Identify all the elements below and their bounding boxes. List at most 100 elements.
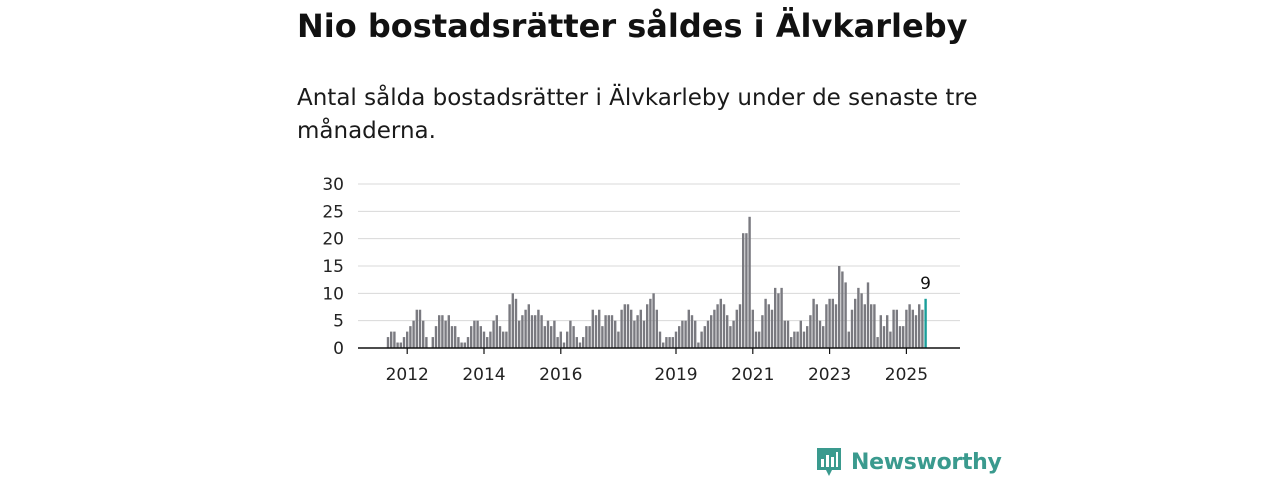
bar: [409, 326, 412, 348]
bar: [726, 315, 729, 348]
bar: [774, 287, 777, 348]
bar: [799, 320, 802, 348]
bar: [585, 326, 588, 348]
bar: [457, 337, 460, 348]
bar: [748, 216, 751, 348]
bar: [777, 293, 780, 348]
bar: [511, 293, 514, 348]
bar: [898, 326, 902, 348]
bar: [802, 331, 806, 348]
bar: [668, 337, 671, 348]
bar: [434, 326, 438, 348]
bar: [537, 309, 540, 348]
bar: [700, 331, 703, 348]
bar: [607, 315, 610, 348]
bars: [386, 216, 927, 348]
bar: [831, 298, 834, 348]
bar: [902, 326, 905, 348]
bar: [393, 331, 396, 348]
x-tick-label: 2025: [885, 365, 928, 385]
y-tick-label: 15: [322, 257, 344, 277]
bar: [873, 304, 876, 348]
bar: [559, 331, 562, 348]
bar: [681, 320, 684, 348]
bar: [479, 326, 482, 348]
bar: [703, 326, 706, 348]
bar: [502, 331, 505, 348]
bar: [684, 320, 687, 348]
y-tick-label: 10: [322, 284, 344, 304]
bar: [678, 326, 681, 348]
bar: [466, 337, 470, 348]
bar: [518, 320, 521, 348]
bar: [687, 309, 690, 348]
bar: [626, 304, 630, 348]
bar: [594, 315, 598, 348]
bar: [470, 326, 473, 348]
bar: [425, 337, 428, 348]
bar: [914, 315, 918, 348]
y-tick-label: 20: [322, 230, 344, 250]
bar: [665, 337, 668, 348]
bar: [783, 320, 786, 348]
bar-latest: [924, 298, 927, 348]
bar: [921, 309, 924, 348]
y-tick-label: 0: [333, 339, 344, 359]
bar: [486, 337, 489, 348]
bar: [876, 337, 879, 348]
x-tick-label: 2012: [386, 365, 429, 385]
bar: [454, 326, 457, 348]
bar: [550, 326, 553, 348]
bar: [546, 320, 550, 348]
bar: [828, 298, 831, 348]
bar: [540, 315, 543, 348]
bar: [767, 304, 770, 348]
bar: [847, 331, 850, 348]
bar: [706, 320, 710, 348]
bar: [854, 298, 857, 348]
bar: [415, 309, 418, 348]
bar: [815, 304, 818, 348]
bar: [886, 315, 889, 348]
bar: [610, 315, 614, 348]
x-tick-label: 2016: [539, 365, 582, 385]
bar: [844, 282, 847, 348]
bar: [447, 315, 450, 348]
bar: [646, 304, 649, 348]
bar: [857, 287, 860, 348]
bar: [806, 326, 809, 348]
bar: [671, 337, 674, 348]
bar: [809, 315, 812, 348]
bar: [882, 326, 886, 348]
bar: [742, 233, 745, 348]
bar: [386, 337, 390, 348]
bar: [521, 315, 524, 348]
x-axis-ticks: 2012 2014 2016 2019 2021 2023 2025: [386, 348, 928, 385]
bar: [732, 320, 735, 348]
bar: [569, 320, 572, 348]
brand-name: Newsworthy: [851, 449, 1002, 475]
bar: [476, 320, 479, 348]
bar: [841, 271, 844, 348]
chart-title: Nio bostadsrätter såldes i Älvkarleby: [297, 7, 968, 45]
y-axis-ticks: 0 5 10 15 20 25 30: [322, 175, 344, 359]
bar: [534, 315, 537, 348]
bar: [450, 326, 454, 348]
bar: [710, 315, 713, 348]
bar: [514, 298, 518, 348]
bar: [649, 298, 652, 348]
bar: [572, 326, 575, 348]
bar: [642, 320, 646, 348]
bar: [575, 337, 578, 348]
newsworthy-logo-icon: [817, 448, 841, 476]
bar: [918, 304, 921, 348]
bar: [697, 342, 700, 348]
bar: [879, 315, 882, 348]
bar: [460, 342, 463, 348]
bar: [508, 304, 511, 348]
bar: [722, 304, 726, 348]
bar: [636, 315, 639, 348]
bar: [860, 293, 863, 348]
bar: [719, 298, 722, 348]
